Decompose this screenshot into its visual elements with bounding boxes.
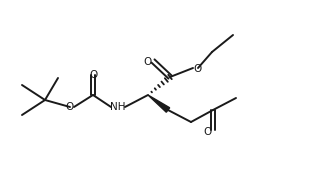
Text: O: O [204, 127, 212, 137]
Text: O: O [144, 57, 152, 67]
Polygon shape [148, 95, 170, 112]
Text: O: O [66, 102, 74, 112]
Text: NH: NH [110, 102, 126, 112]
Text: O: O [89, 70, 97, 80]
Text: O: O [194, 64, 202, 74]
